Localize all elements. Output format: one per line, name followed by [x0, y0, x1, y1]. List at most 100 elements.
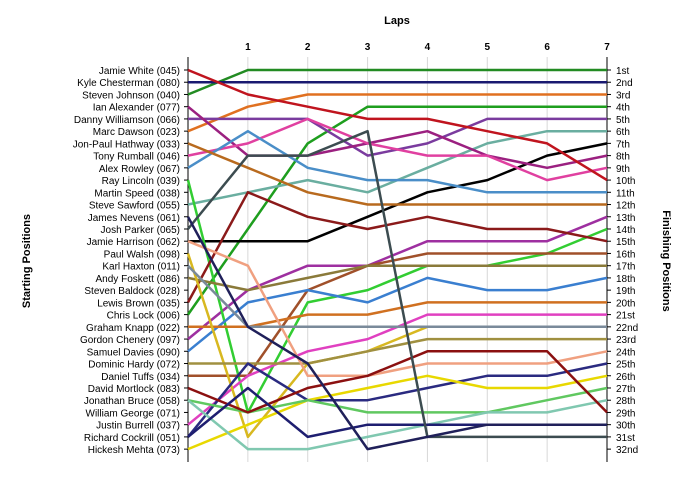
starting-position-label: Jamie Harrison (062)	[87, 237, 180, 248]
chart-title: Laps	[384, 15, 410, 27]
series-line	[187, 117, 608, 182]
starting-position-label: Andy Foskett (086)	[96, 274, 180, 285]
series-line	[187, 142, 607, 206]
starting-position-label: Alex Rowley (067)	[99, 164, 180, 175]
series-line	[187, 264, 607, 329]
x-tick-label: 6	[544, 42, 550, 53]
finishing-position-label: 9th	[616, 164, 630, 175]
y-axis-label-right: Finishing Positions	[660, 210, 672, 311]
starting-position-label: Jamie White (045)	[99, 66, 180, 77]
series-line	[187, 105, 608, 170]
starting-position-label: William George (071)	[86, 408, 180, 419]
series-lines	[186, 68, 608, 451]
series-line	[188, 252, 607, 378]
finishing-position-label: 19th	[616, 286, 635, 297]
starting-position-label: Steve Sawford (055)	[89, 201, 180, 212]
starting-position-label: Danny Williamson (066)	[74, 115, 180, 126]
x-tick-label: 4	[425, 42, 431, 53]
starting-position-label: Dominic Hardy (072)	[88, 360, 180, 371]
finishing-position-label: 24th	[616, 347, 635, 358]
finishing-position-label: 11th	[616, 188, 635, 199]
finishing-position-label: 1st	[616, 66, 630, 77]
finishing-position-label: 8th	[616, 152, 630, 163]
finishing-position-label: 5th	[616, 115, 630, 126]
grid	[187, 57, 608, 462]
finishing-position-label: 21st	[616, 311, 635, 322]
series-line	[186, 105, 607, 316]
starting-position-label: Lewis Brown (035)	[97, 298, 180, 309]
series-line	[187, 386, 608, 414]
series-line	[188, 337, 607, 365]
series-line	[187, 68, 607, 96]
finishing-position-label: 15th	[616, 237, 635, 248]
starting-position-label: Kyle Chesterman (080)	[77, 78, 180, 89]
x-tick-label: 1	[245, 42, 251, 53]
x-tick-label: 3	[365, 42, 371, 53]
starting-position-label: Jon-Paul Hathway (033)	[73, 139, 180, 150]
series-line	[187, 129, 607, 194]
series-line	[187, 264, 607, 292]
series-line	[186, 179, 608, 414]
starting-position-label: Steven Johnson (040)	[82, 90, 180, 101]
finishing-position-label: 27th	[616, 384, 635, 395]
series-line	[187, 362, 608, 438]
finishing-position-label: 10th	[616, 176, 635, 187]
starting-position-label: Marc Dawson (023)	[93, 127, 180, 138]
x-tick-label: 7	[604, 42, 610, 53]
y-axis-label-left: Starting Positions	[21, 214, 33, 308]
starting-position-label: Justin Burrell (037)	[96, 421, 180, 432]
starting-position-label: Steven Baldock (028)	[84, 286, 180, 297]
starting-position-label: Daniel Tuffs (034)	[101, 372, 180, 383]
finishing-labels: 1st2nd3rd4th5th6th7th8th9th10th11th12th1…	[616, 66, 638, 456]
finishing-position-label: 18th	[616, 274, 635, 285]
starting-position-label: James Nevens (061)	[88, 213, 180, 224]
finishing-position-label: 16th	[616, 249, 635, 260]
series-line	[187, 129, 607, 439]
finishing-position-label: 2nd	[616, 78, 633, 89]
series-line	[187, 398, 608, 451]
finishing-position-label: 32nd	[616, 445, 638, 456]
series-line	[187, 350, 608, 414]
series-line	[186, 216, 607, 451]
finishing-position-label: 13th	[616, 213, 635, 224]
starting-position-label: Hickesh Mehta (073)	[88, 445, 180, 456]
finishing-position-label: 14th	[616, 225, 635, 236]
starting-position-label: Ray Lincoln (039)	[102, 176, 180, 187]
starting-position-label: Paul Walsh (098)	[104, 249, 180, 260]
starting-position-label: Martin Speed (038)	[94, 188, 180, 199]
finishing-position-label: 7th	[616, 139, 630, 150]
starting-position-label: Jonathan Bruce (058)	[84, 396, 180, 407]
starting-position-label: Graham Knapp (022)	[86, 323, 180, 334]
x-tick-labels: 1 2 3 4 5 6 7	[245, 42, 610, 53]
starting-position-label: David Mortlock (083)	[88, 384, 180, 395]
starting-position-label: Chris Lock (006)	[107, 311, 180, 322]
series-line	[187, 240, 608, 378]
starting-position-label: Gordon Chenery (097)	[80, 335, 180, 346]
starting-position-label: Samuel Davies (090)	[87, 347, 180, 358]
series-line	[187, 374, 608, 451]
finishing-position-label: 6th	[616, 127, 630, 138]
finishing-position-label: 20th	[616, 298, 635, 309]
series-line	[186, 191, 608, 303]
finishing-position-label: 23rd	[616, 335, 636, 346]
finishing-position-label: 29th	[616, 408, 635, 419]
finishing-position-label: 26th	[616, 372, 635, 383]
starting-labels: Jamie White (045)Kyle Chesterman (080)St…	[73, 66, 180, 456]
finishing-position-label: 22nd	[616, 323, 638, 334]
series-line	[187, 68, 608, 182]
finishing-position-label: 31st	[616, 433, 635, 444]
starting-position-label: Josh Parker (065)	[101, 225, 180, 236]
finishing-position-label: 4th	[616, 103, 630, 114]
starting-position-label: Karl Haxton (011)	[102, 262, 180, 273]
finishing-position-label: 28th	[616, 396, 635, 407]
finishing-position-label: 25th	[616, 360, 635, 371]
x-tick-label: 5	[485, 42, 491, 53]
finishing-position-label: 3rd	[616, 90, 630, 101]
series-line	[187, 93, 607, 133]
x-tick-label: 2	[305, 42, 311, 53]
finishing-position-label: 12th	[616, 201, 635, 212]
starting-position-label: Richard Cockrill (051)	[84, 433, 180, 444]
starting-position-label: Ian Alexander (077)	[93, 103, 180, 114]
starting-position-label: Tony Rumball (046)	[93, 152, 180, 163]
